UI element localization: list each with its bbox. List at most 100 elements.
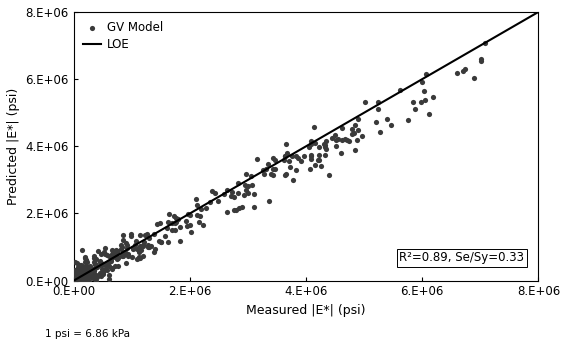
GV Model [69, 278, 78, 283]
GV Model [81, 266, 90, 271]
GV Model [75, 270, 84, 276]
GV Model [82, 273, 91, 279]
GV Model [353, 137, 362, 143]
GV Model [222, 209, 231, 215]
GV Model [119, 253, 128, 258]
GV Model [185, 222, 194, 227]
GV Model [421, 71, 430, 76]
GV Model [84, 278, 94, 283]
GV Model [71, 278, 81, 283]
GV Model [92, 256, 101, 262]
GV Model [315, 144, 324, 149]
GV Model [133, 256, 142, 262]
GV Model [258, 167, 267, 173]
GV Model [234, 190, 243, 195]
GV Model [192, 202, 201, 208]
GV Model [75, 274, 84, 279]
GV Model [70, 278, 79, 283]
GV Model [136, 243, 145, 249]
GV Model [78, 278, 87, 283]
GV Model [461, 66, 470, 71]
GV Model [249, 191, 259, 196]
GV Model [285, 164, 294, 169]
GV Model [453, 70, 462, 75]
GV Model [299, 154, 308, 159]
GV Model [104, 277, 113, 282]
GV Model [119, 238, 128, 243]
GV Model [213, 198, 222, 203]
GV Model [88, 272, 97, 278]
GV Model [247, 182, 256, 188]
GV Model [82, 274, 91, 279]
GV Model [74, 270, 83, 275]
GV Model [157, 240, 166, 245]
GV Model [146, 243, 155, 249]
GV Model [181, 219, 190, 224]
GV Model [90, 266, 99, 272]
GV Model [337, 137, 346, 142]
GV Model [476, 58, 485, 63]
GV Model [143, 242, 153, 248]
GV Model [77, 264, 86, 269]
GV Model [71, 278, 80, 283]
GV Model [70, 278, 79, 283]
GV Model [111, 253, 120, 258]
GV Model [310, 140, 319, 146]
GV Model [110, 254, 119, 260]
GV Model [280, 153, 289, 158]
GV Model [80, 278, 89, 283]
GV Model [107, 258, 116, 264]
GV Model [480, 40, 489, 46]
GV Model [103, 263, 112, 268]
GV Model [73, 268, 82, 273]
GV Model [79, 278, 88, 283]
GV Model [74, 272, 83, 278]
GV Model [315, 157, 324, 162]
GV Model [70, 267, 79, 273]
GV Model [195, 213, 204, 219]
GV Model [78, 248, 87, 253]
GV Model [138, 253, 147, 258]
GV Model [306, 157, 315, 162]
GV Model [341, 136, 350, 142]
GV Model [102, 268, 111, 273]
GV Model [310, 162, 319, 168]
GV Model [107, 254, 116, 260]
GV Model [89, 268, 98, 273]
GV Model [77, 274, 86, 279]
GV Model [86, 269, 95, 274]
GV Model [86, 275, 95, 280]
GV Model [138, 242, 147, 248]
GV Model [145, 244, 154, 249]
GV Model [128, 254, 137, 259]
GV Model [135, 249, 144, 255]
GV Model [98, 269, 107, 274]
GV Model [85, 264, 94, 270]
GV Model [73, 261, 82, 266]
GV Model [306, 152, 315, 158]
GV Model [387, 122, 396, 128]
GV Model [96, 261, 105, 266]
GV Model [163, 219, 172, 224]
GV Model [72, 272, 81, 277]
GV Model [279, 157, 288, 162]
GV Model [90, 259, 99, 265]
GV Model [395, 87, 404, 92]
GV Model [82, 259, 91, 265]
GV Model [229, 194, 238, 200]
GV Model [123, 242, 132, 248]
GV Model [80, 278, 89, 283]
GV Model [96, 258, 105, 263]
GV Model [121, 240, 130, 246]
GV Model [334, 136, 343, 142]
GV Model [354, 127, 363, 132]
GV Model [99, 267, 108, 272]
GV Model [129, 245, 138, 251]
GV Model [70, 270, 79, 276]
GV Model [98, 267, 107, 272]
GV Model [199, 222, 208, 228]
GV Model [353, 116, 362, 121]
GV Model [268, 155, 277, 161]
GV Model [99, 267, 108, 272]
GV Model [95, 271, 104, 277]
